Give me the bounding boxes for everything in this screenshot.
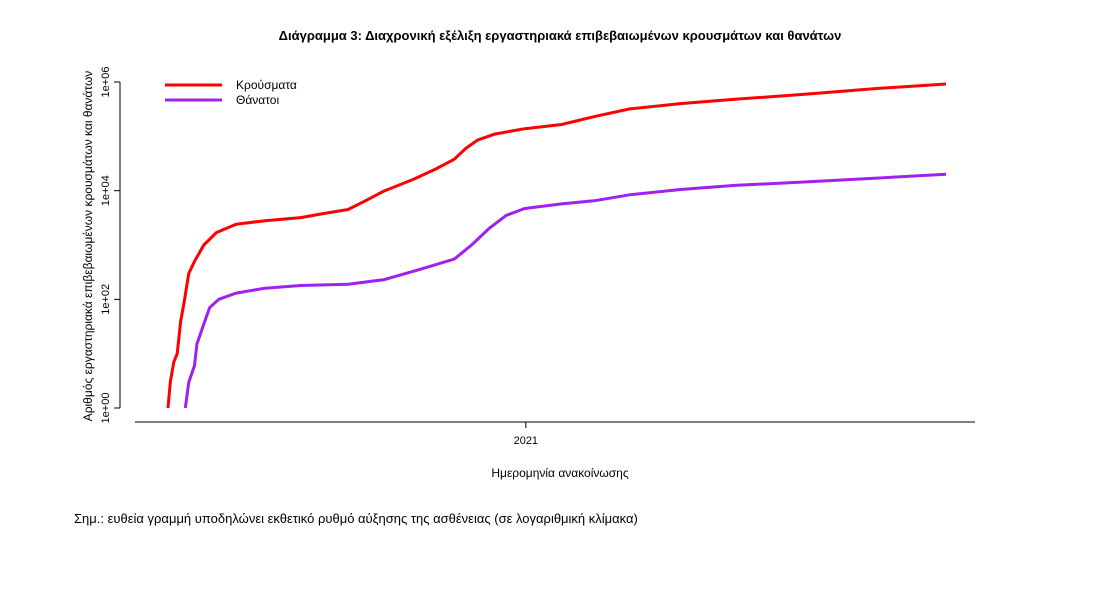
series-line-cases <box>166 82 947 409</box>
series-line-deaths <box>183 172 947 409</box>
x-tick-label: 2021 <box>514 435 538 447</box>
y-tick-label: 1e+06 <box>100 67 112 98</box>
ticks: 1e+00 1e+02 1e+04 1e+06 2021 <box>100 67 538 447</box>
chart-title: Διάγραμμα 3: Διαχρονική εξέλιξη εργαστηρ… <box>278 28 842 43</box>
axes <box>119 82 975 423</box>
legend-label: Κρούσματα <box>236 78 297 92</box>
chart-plot: 1e+00 1e+02 1e+04 1e+06 2021 ΚρούσματαΘάνατο… <box>100 67 975 447</box>
footnote: Σημ.: ευθεία γραμμή υποδηλώνει εκθετικό … <box>74 511 638 526</box>
y-tick-label: 1e+02 <box>100 284 112 315</box>
y-tick-label: 1e+04 <box>100 175 112 206</box>
y-axis-label: Αριθμός εργαστηριακά επιβεβαιωμένων κρου… <box>81 70 95 422</box>
y-tick-label: 1e+00 <box>100 393 112 424</box>
legend-label: Θάνατοι <box>236 93 279 107</box>
series-lines <box>166 82 947 409</box>
x-axis-label: Ημερομηνία ανακοίνωσης <box>491 466 629 480</box>
